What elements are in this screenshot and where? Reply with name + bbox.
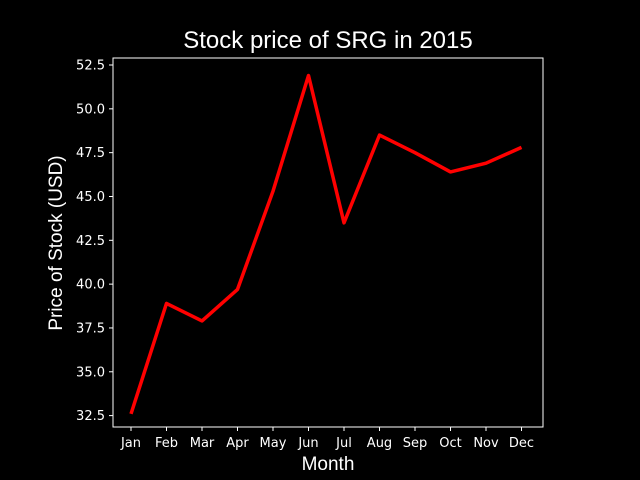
y-tick-label: 32.5	[76, 409, 105, 424]
x-axis-title: Month	[302, 454, 355, 475]
x-tick-label: Apr	[226, 436, 249, 451]
x-tick-label: Jun	[297, 436, 318, 451]
x-tick-label: Sep	[403, 436, 428, 451]
x-tick-label: May	[260, 436, 287, 451]
y-axis-title: Price of Stock (USD)	[46, 155, 67, 330]
x-tick-label: Nov	[473, 436, 499, 451]
x-tick-label: Jan	[120, 436, 141, 451]
x-tick-label: Aug	[367, 436, 392, 451]
y-tick-label: 42.5	[76, 234, 105, 249]
series-line	[129, 73, 523, 415]
chart-title: Stock price of SRG in 2015	[183, 27, 472, 54]
y-tick-label: 47.5	[76, 146, 105, 161]
plot-area: 32.5 35.0 37.5 40.0 42.5 45.0 47.5 50.0 52.5 Jan F…	[76, 57, 544, 451]
y-tick-label: 40.0	[76, 278, 105, 293]
x-tick-label: Dec	[509, 436, 534, 451]
y-tick-label: 37.5	[76, 321, 105, 336]
y-tick-label: 50.0	[76, 102, 105, 117]
y-tick-label: 45.0	[76, 190, 105, 205]
y-tick-label: 52.5	[76, 59, 105, 74]
y-tick-label: 35.0	[76, 365, 105, 380]
x-tick-label: Oct	[439, 436, 461, 451]
x-tick-label: Feb	[155, 436, 178, 451]
x-tick-label: Mar	[190, 436, 215, 451]
plot-frame	[112, 57, 544, 428]
x-tick-label: Jul	[335, 436, 352, 451]
